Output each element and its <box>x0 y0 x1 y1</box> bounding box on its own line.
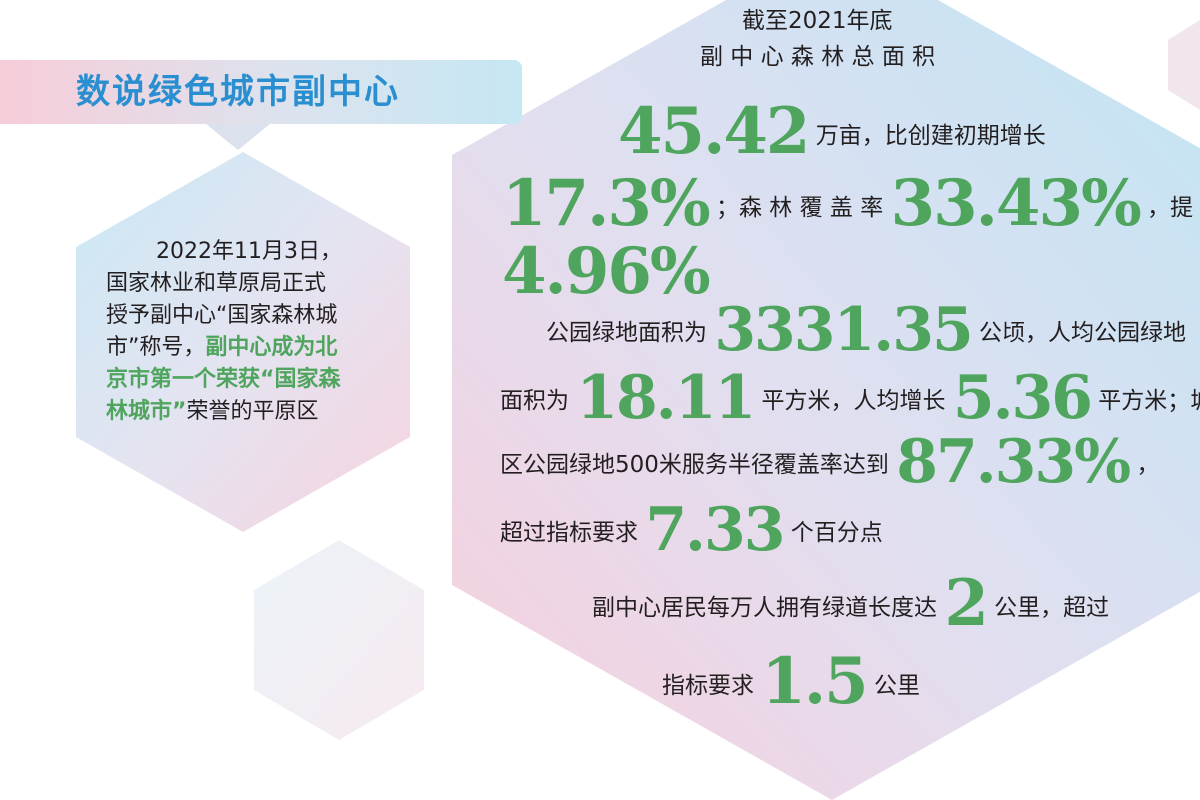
announcement-line-6: 林城市”荣誉的平原区 <box>106 396 392 428</box>
per-capita-value: 18.11 <box>576 363 756 433</box>
decorative-hexagon-top-right <box>1168 20 1200 110</box>
announcement-line-3: 授予副中心“国家森林城 <box>106 303 338 328</box>
coverage-value: 33.43% <box>890 166 1142 241</box>
per-capita-increase-value: 5.36 <box>952 363 1093 433</box>
stat-line-per-capita: 面积为 18.11 平方米，人均增长 5.36 平方米；城 <box>500 368 1200 428</box>
announcement-highlight-1: 副中心成为北 <box>205 335 338 360</box>
stat-line-park-area: 公园绿地面积为 3331.35 公顷，人均公园绿地 <box>546 300 1186 360</box>
greenway-exceed-label: 指标要求 <box>662 673 754 699</box>
page-title: 数说绿色城市副中心 <box>76 72 400 112</box>
park-area-value: 3331.35 <box>714 295 973 365</box>
left-hexagon <box>76 152 410 532</box>
park-area-label: 公园绿地面积为 <box>546 320 707 346</box>
stat-line-greenway: 副中心居民每万人拥有绿道长度达 2 公里，超过 <box>592 572 1109 636</box>
forest-area-text: 万亩，比创建初期增长 <box>815 123 1046 149</box>
main-hexagon <box>452 0 1200 800</box>
title-banner <box>0 60 522 124</box>
stat-forest-label: 副 中 心 森 林 总 面 积 <box>700 44 936 70</box>
greenway-unit: 公里，超过 <box>994 595 1110 621</box>
exceed-unit: 个百分点 <box>790 520 883 546</box>
service-coverage-label: 区公园绿地500米服务半径覆盖率达到 <box>500 452 889 478</box>
announcement-highlight-2: 林城市” <box>106 399 187 424</box>
exceed-value: 7.33 <box>645 495 785 565</box>
per-capita-increase-label: 平方米，人均增长 <box>761 388 946 414</box>
coverage-label: ；森 林 覆 盖 率 <box>716 195 884 221</box>
announcement-line-4-text: 市”称号， <box>106 335 206 360</box>
per-capita-increase-unit: 平方米；城 <box>1098 388 1200 414</box>
park-area-unit: 公顷，人均公园绿地 <box>979 320 1187 346</box>
per-capita-label: 面积为 <box>500 388 569 414</box>
stat-line-coverage-up: 4.96% <box>502 240 711 304</box>
stat-line-service-coverage: 区公园绿地500米服务半径覆盖率达到 87.33% ， <box>500 432 1159 492</box>
coverage-increase-value: 4.96% <box>502 234 711 309</box>
greenway-label: 副中心居民每万人拥有绿道长度达 <box>592 595 937 621</box>
left-hexagon-text: 2022年11月3日， 国家林业和草原局正式 授予副中心“国家森林城 市”称号，… <box>106 236 392 428</box>
exceed-label: 超过指标要求 <box>500 520 638 546</box>
service-coverage-value: 87.33% <box>896 427 1131 497</box>
announcement-line-6-text: 荣誉的平原区 <box>186 399 319 424</box>
announcement-line-5: 京市第一个荣获“国家森 <box>106 367 341 392</box>
coverage-increase-label: ，提 高 <box>1147 195 1200 221</box>
greenway-value: 2 <box>944 566 989 641</box>
title-banner-pointer <box>206 124 270 150</box>
forest-area-value: 45.42 <box>618 94 810 169</box>
greenway-exceed-value: 1.5 <box>761 644 868 719</box>
decorative-hexagon-bottom <box>254 540 424 740</box>
stat-date-line: 截至2021年底 <box>742 8 893 34</box>
service-coverage-comma: ， <box>1136 452 1160 478</box>
growth-value: 17.3% <box>502 166 711 241</box>
announcement-line-4: 市”称号，副中心成为北 <box>106 332 392 364</box>
stat-line-coverage: 17.3% ；森 林 覆 盖 率 33.43% ，提 高 <box>502 172 1200 236</box>
stat-line-greenway-exceed: 指标要求 1.5 公里 <box>662 650 920 714</box>
stat-line-exceed: 超过指标要求 7.33 个百分点 <box>500 500 883 560</box>
announcement-date: 2022年11月3日， <box>156 239 342 264</box>
stat-line-forest-area: 45.42 万亩，比创建初期增长 <box>618 100 1046 164</box>
announcement-line-2: 国家林业和草原局正式 <box>106 271 327 296</box>
greenway-exceed-unit: 公里 <box>873 673 920 699</box>
